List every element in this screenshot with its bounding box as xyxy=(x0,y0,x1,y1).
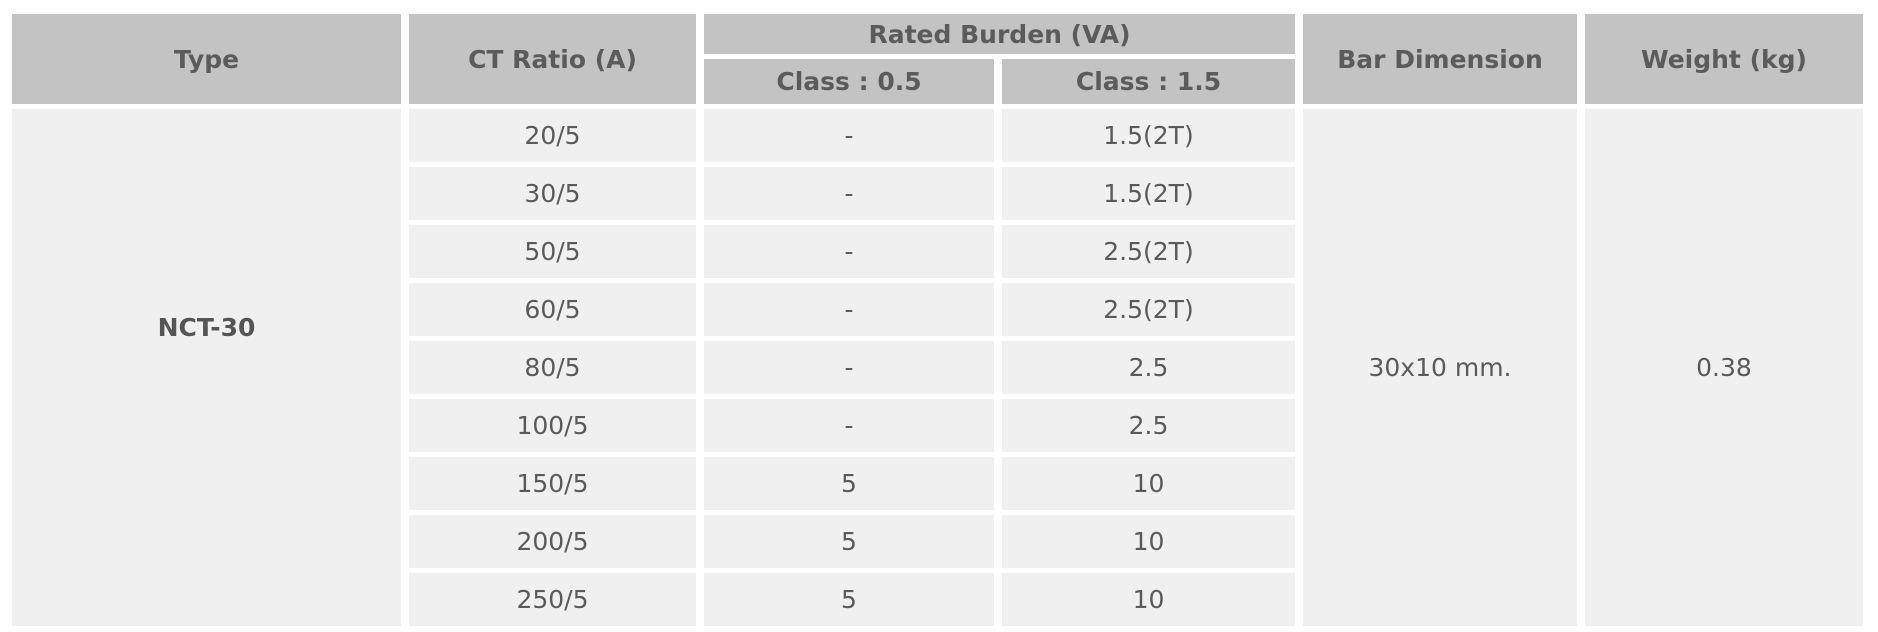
header-weight: Weight (kg) xyxy=(1585,14,1863,104)
header-bar-dimension: Bar Dimension xyxy=(1303,14,1577,104)
spec-table: Type CT Ratio (A) Rated Burden (VA) Clas… xyxy=(12,14,1863,626)
ct-ratio-cell: 80/5 xyxy=(409,341,696,394)
class-15-cell: 10 xyxy=(1002,515,1295,568)
class-15-cell: 10 xyxy=(1002,457,1295,510)
class-05-cell: - xyxy=(704,399,994,452)
class-05-cell: 5 xyxy=(704,457,994,510)
class-15-cell: 2.5(2T) xyxy=(1002,225,1295,278)
class-05-cell: - xyxy=(704,225,994,278)
ct-ratio-cell: 20/5 xyxy=(409,109,696,162)
class-15-cell: 1.5(2T) xyxy=(1002,109,1295,162)
ct-ratio-cell: 60/5 xyxy=(409,283,696,336)
header-ct-ratio: CT Ratio (A) xyxy=(409,14,696,104)
ct-ratio-cell: 100/5 xyxy=(409,399,696,452)
ct-ratio-cell: 250/5 xyxy=(409,573,696,626)
class-15-cell: 1.5(2T) xyxy=(1002,167,1295,220)
header-type: Type xyxy=(12,14,401,104)
header-class-05: Class : 0.5 xyxy=(704,59,994,104)
class-05-cell: - xyxy=(704,283,994,336)
ct-ratio-cell: 30/5 xyxy=(409,167,696,220)
class-15-cell: 2.5(2T) xyxy=(1002,283,1295,336)
ct-ratio-cell: 50/5 xyxy=(409,225,696,278)
weight-cell: 0.38 xyxy=(1585,109,1863,626)
class-15-cell: 2.5 xyxy=(1002,341,1295,394)
header-class-15: Class : 1.5 xyxy=(1002,59,1295,104)
type-cell: NCT-30 xyxy=(12,109,401,626)
class-05-cell: - xyxy=(704,167,994,220)
class-15-cell: 10 xyxy=(1002,573,1295,626)
class-05-cell: - xyxy=(704,109,994,162)
ct-ratio-cell: 150/5 xyxy=(409,457,696,510)
ct-ratio-cell: 200/5 xyxy=(409,515,696,568)
class-05-cell: - xyxy=(704,341,994,394)
class-05-cell: 5 xyxy=(704,573,994,626)
bar-dimension-cell: 30x10 mm. xyxy=(1303,109,1577,626)
class-15-cell: 2.5 xyxy=(1002,399,1295,452)
header-rated-burden: Rated Burden (VA) xyxy=(704,14,1295,54)
class-05-cell: 5 xyxy=(704,515,994,568)
